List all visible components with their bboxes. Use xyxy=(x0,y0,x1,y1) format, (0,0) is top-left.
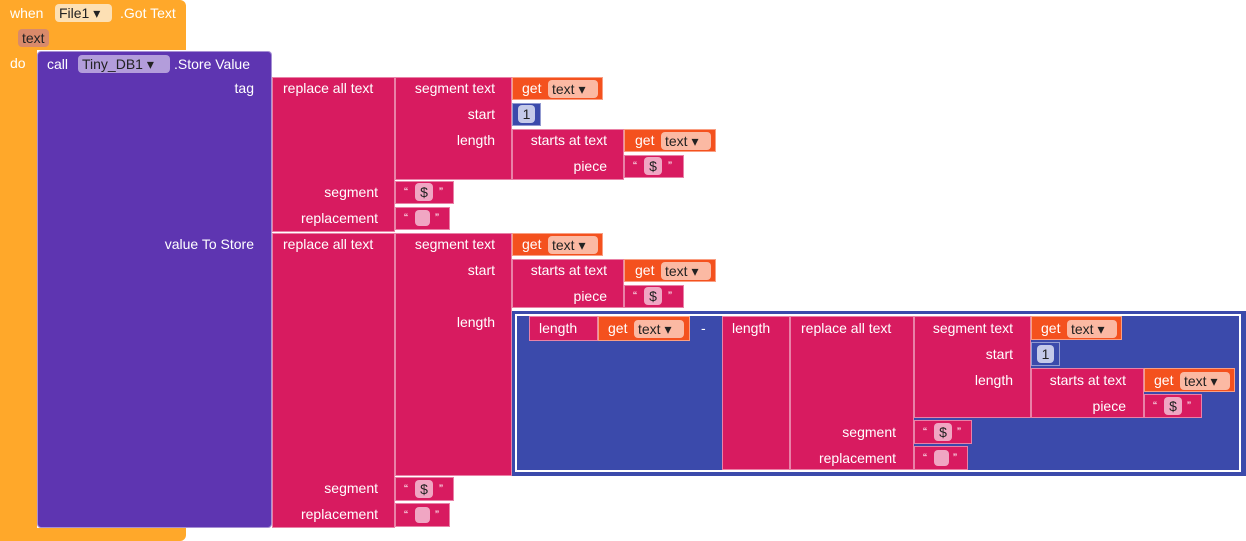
open-quote: “ xyxy=(633,289,637,303)
open-quote: “ xyxy=(1153,399,1157,413)
string-value[interactable]: $ xyxy=(415,183,433,201)
length-block[interactable] xyxy=(722,316,790,470)
segment-text-label: segment text xyxy=(932,320,1013,336)
starts-at-block[interactable] xyxy=(512,259,624,308)
method-label: .Store Value xyxy=(174,56,251,72)
starts-at-label: starts at text xyxy=(530,262,607,278)
length-label: length xyxy=(456,314,495,330)
replace-all-label: replace all text xyxy=(283,236,374,252)
get-label: get xyxy=(1041,320,1061,336)
get-label: get xyxy=(635,132,655,148)
start-label: start xyxy=(467,106,495,122)
segment-text-block[interactable] xyxy=(395,233,512,476)
length-label: length xyxy=(456,132,495,148)
event-name-label: .Got Text xyxy=(120,5,176,21)
component-dropdown[interactable]: File1 ▾ xyxy=(55,4,112,22)
segment-text-label: segment text xyxy=(414,236,495,252)
replace-all-block[interactable] xyxy=(790,316,914,470)
segment-text-label: segment text xyxy=(414,80,495,96)
when-label: when xyxy=(10,5,44,21)
open-quote: “ xyxy=(404,185,408,199)
starts-at-block[interactable] xyxy=(512,129,624,180)
segment-label: segment xyxy=(324,480,378,496)
segment-label: segment xyxy=(324,184,378,200)
minus-operator: - xyxy=(701,320,706,336)
get-label: get xyxy=(635,262,655,278)
replace-all-label: replace all text xyxy=(283,80,374,96)
open-quote: “ xyxy=(923,425,927,439)
variable-dropdown[interactable]: text ▾ xyxy=(661,132,711,150)
string-value[interactable]: $ xyxy=(1164,397,1182,415)
start-label: start xyxy=(467,262,495,278)
close-quote: ” xyxy=(439,185,443,199)
open-quote: “ xyxy=(633,159,637,173)
get-label: get xyxy=(608,320,628,336)
string-value[interactable] xyxy=(934,450,949,466)
open-quote: “ xyxy=(923,451,927,465)
open-quote: “ xyxy=(404,482,408,496)
string-value[interactable]: $ xyxy=(644,287,662,305)
variable-dropdown[interactable]: text ▾ xyxy=(548,236,598,254)
close-quote: ” xyxy=(439,482,443,496)
close-quote: ” xyxy=(953,451,957,465)
variable-dropdown[interactable]: text ▾ xyxy=(661,262,711,280)
close-quote: ” xyxy=(668,159,672,173)
variable-dropdown[interactable]: text ▾ xyxy=(1067,320,1117,338)
open-quote: “ xyxy=(404,211,408,225)
close-quote: ” xyxy=(435,508,439,522)
event-block-bottom xyxy=(0,528,186,541)
number-value[interactable]: 1 xyxy=(518,105,535,123)
variable-dropdown[interactable]: text ▾ xyxy=(1180,372,1230,390)
param-text[interactable]: text xyxy=(18,29,49,47)
value-to-store-label: value To Store xyxy=(164,236,254,252)
get-label: get xyxy=(1154,372,1174,388)
string-value[interactable] xyxy=(415,210,430,226)
piece-label: piece xyxy=(573,158,607,174)
starts-at-label: starts at text xyxy=(1049,372,1126,388)
string-value[interactable] xyxy=(415,507,430,523)
length-block[interactable] xyxy=(529,316,598,341)
segment-text-block[interactable] xyxy=(914,316,1031,418)
replacement-label: replacement xyxy=(300,506,378,522)
start-label: start xyxy=(985,346,1013,362)
string-value[interactable]: $ xyxy=(415,480,433,498)
piece-label: piece xyxy=(573,288,607,304)
replace-all-block[interactable] xyxy=(272,233,395,528)
number-value[interactable]: 1 xyxy=(1037,345,1054,363)
starts-at-block[interactable] xyxy=(1031,368,1144,418)
replace-all-block[interactable] xyxy=(272,77,395,232)
event-block-body xyxy=(0,0,37,541)
close-quote: ” xyxy=(435,211,439,225)
length-label: length xyxy=(732,320,771,336)
close-quote: ” xyxy=(668,289,672,303)
replacement-label: replacement xyxy=(818,450,896,466)
variable-dropdown[interactable]: text ▾ xyxy=(548,80,598,98)
replace-all-label: replace all text xyxy=(801,320,892,336)
segment-text-block[interactable] xyxy=(395,77,512,180)
call-label: call xyxy=(47,56,69,72)
open-quote: “ xyxy=(404,508,408,522)
replacement-label: replacement xyxy=(300,210,378,226)
piece-label: piece xyxy=(1092,398,1126,414)
variable-dropdown[interactable]: text ▾ xyxy=(634,320,684,338)
close-quote: ” xyxy=(1187,399,1191,413)
tinydb-dropdown[interactable]: Tiny_DB1 ▾ xyxy=(78,55,170,73)
length-label: length xyxy=(974,372,1013,388)
tag-label: tag xyxy=(234,80,254,96)
string-value[interactable]: $ xyxy=(644,157,662,175)
get-label: get xyxy=(522,236,542,252)
get-label: get xyxy=(522,80,542,96)
starts-at-label: starts at text xyxy=(530,132,607,148)
string-value[interactable]: $ xyxy=(934,423,952,441)
length-label: length xyxy=(539,320,578,336)
close-quote: ” xyxy=(957,425,961,439)
call-tinydb-store-value-block[interactable] xyxy=(37,51,272,528)
segment-label: segment xyxy=(842,424,896,440)
do-label: do xyxy=(10,55,26,71)
